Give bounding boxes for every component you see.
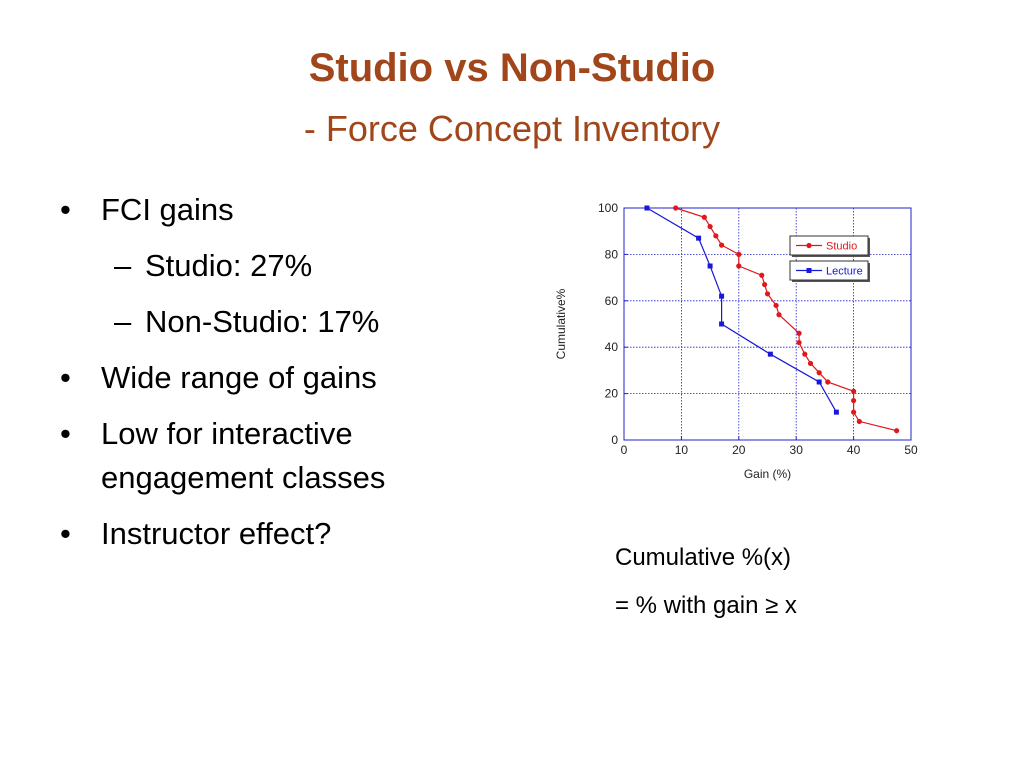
bullet-dot-icon: • [60, 360, 71, 395]
legend-box-studio [789, 235, 869, 256]
dash-icon: – [114, 304, 132, 339]
bullet-dot-icon: • [60, 192, 71, 227]
subbullet-text: Studio: 27% [145, 248, 313, 283]
data-point-studio [764, 291, 771, 297]
x-tick-label: 0 [621, 443, 628, 457]
x-tick-label: 20 [732, 443, 746, 457]
subbullet-non-studio: – Non-Studio: 17% [60, 300, 480, 344]
data-point-studio [707, 223, 713, 230]
data-point-lecture [719, 293, 725, 299]
x-axis-label: Gain (%) [744, 467, 791, 481]
data-point-lecture [707, 263, 713, 269]
data-point-studio [736, 251, 742, 257]
plot-frame [623, 207, 912, 441]
data-point-studio [802, 351, 808, 357]
y-axis-label: Cumulative% [554, 288, 568, 359]
subbullet-studio: – Studio: 27% [60, 244, 480, 288]
bullet-dot-icon: • [60, 516, 71, 551]
data-point-lecture [696, 235, 702, 241]
data-point-studio [851, 397, 857, 404]
series-line-lecture [646, 207, 837, 413]
y-tick-label: 100 [598, 201, 618, 215]
bullet-text: Wide range of gains [101, 360, 377, 395]
slide-title: Studio vs Non-Studio [308, 46, 716, 90]
data-point-studio [773, 302, 779, 309]
data-point-studio [807, 360, 814, 367]
bullet-list: • FCI gains – Studio: 27% – Non-Studio: … [60, 188, 480, 568]
bullet-text: Instructor effect? [101, 516, 332, 551]
y-tick-label: 40 [605, 340, 619, 354]
data-point-lecture [767, 351, 773, 357]
bullet-fci-gains: • FCI gains [60, 188, 480, 232]
data-point-lecture [833, 409, 839, 415]
x-tick-label: 40 [847, 443, 861, 457]
data-point-lecture [644, 205, 650, 211]
legend-marker-studio [806, 242, 812, 249]
bullet-text: Low for interactive engagement classes [101, 416, 386, 495]
slide-subtitle: - Force Concept Inventory [303, 108, 721, 149]
data-point-studio [713, 233, 719, 239]
data-point-studio [796, 330, 802, 336]
data-point-studio [776, 312, 782, 318]
data-point-lecture [816, 379, 822, 385]
data-point-studio [673, 205, 679, 211]
data-point-studio [701, 214, 707, 220]
dash-icon: – [114, 248, 132, 283]
data-point-studio [762, 281, 768, 288]
data-point-studio [718, 242, 725, 248]
bullet-wide-range: • Wide range of gains [60, 356, 480, 400]
y-tick-label: 80 [605, 247, 619, 261]
data-point-studio [736, 263, 742, 269]
cumulative-gain-chart: 0 10 20 30 40 50 0 20 40 60 80 100 Gain (%) Cumulativ… [545, 190, 930, 490]
data-point-studio [856, 418, 862, 425]
x-tick-label: 10 [675, 443, 689, 457]
x-tick-label: 30 [790, 443, 804, 457]
data-point-lecture [719, 321, 725, 327]
y-tick-label: 60 [605, 294, 619, 308]
note-line-2: = % with gain ≥ x [615, 592, 797, 619]
note-line-1: Cumulative %(x) [615, 544, 792, 571]
bullet-text: FCI gains [101, 192, 234, 227]
x-tick-label: 50 [904, 443, 918, 457]
data-point-studio [816, 370, 822, 376]
y-tick-label: 20 [605, 387, 619, 401]
legend-label-lecture: Lecture [826, 266, 863, 278]
bullet-low-for: • Low for interactive engagement classes [60, 412, 480, 500]
data-point-studio [851, 409, 857, 415]
bullet-dot-icon: • [60, 416, 71, 451]
legend-box-lecture [789, 260, 869, 281]
chart-svg: 0 10 20 30 40 50 0 20 40 60 80 100 Gain (%) Cumulativ… [554, 201, 918, 481]
data-point-studio [851, 388, 857, 394]
legend-marker-lecture [806, 268, 812, 273]
subbullet-text: Non-Studio: 17% [145, 304, 380, 339]
data-point-studio [825, 379, 831, 385]
data-point-studio [894, 428, 900, 434]
legend-label-studio: Studio [826, 241, 857, 253]
cumulative-note: Cumulative %(x) = % with gain ≥ x [615, 534, 797, 630]
y-tick-label: 0 [611, 433, 618, 447]
data-point-studio [796, 339, 802, 346]
data-point-studio [759, 272, 765, 278]
bullet-instructor: • Instructor effect? [60, 512, 480, 556]
